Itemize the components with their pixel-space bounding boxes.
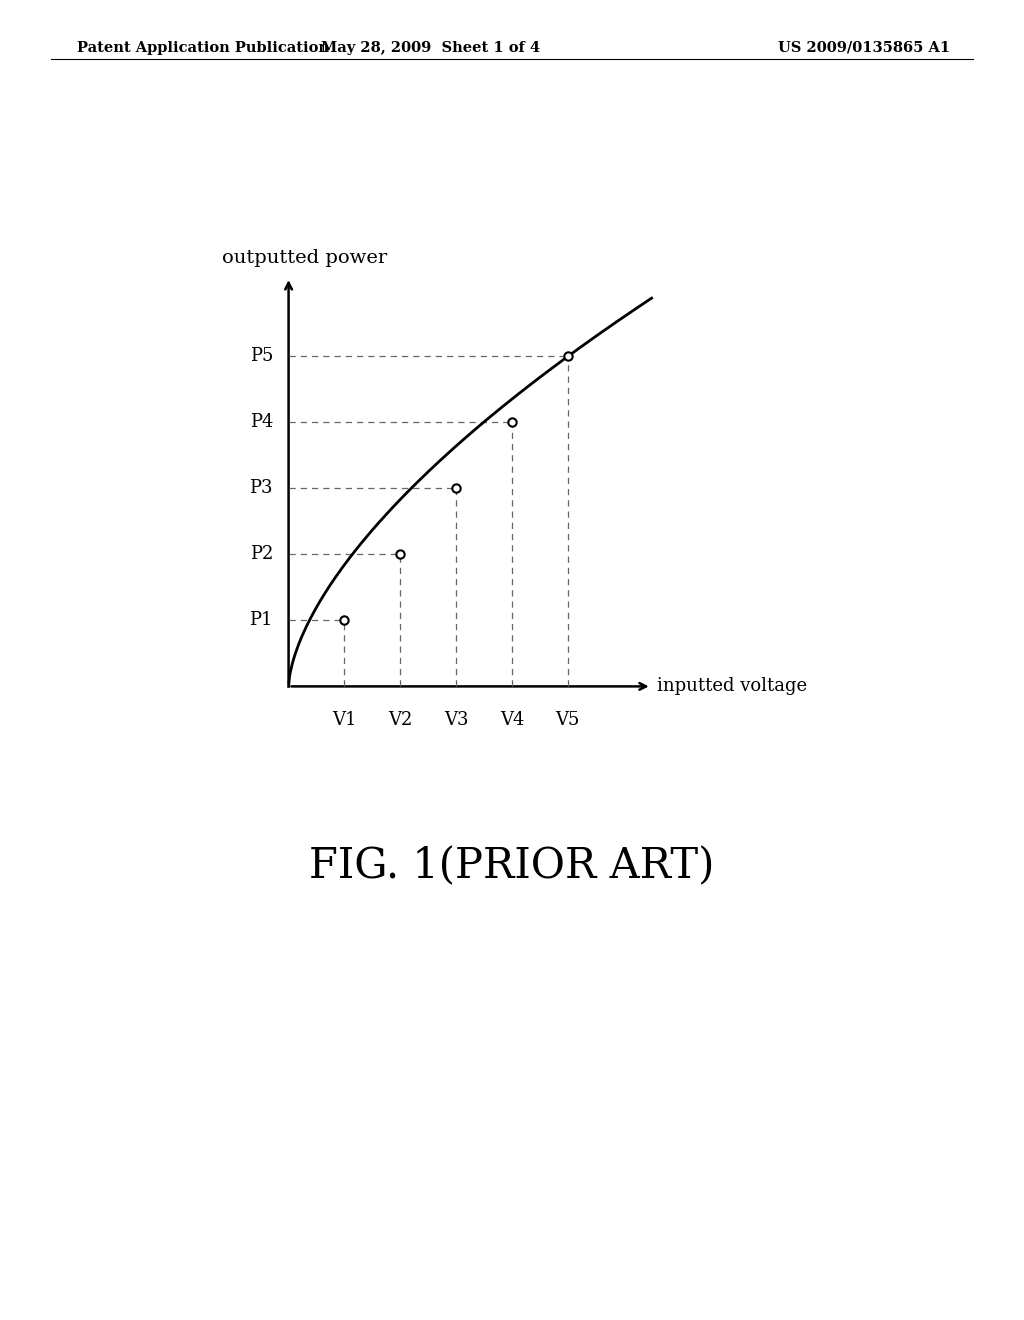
Text: V4: V4 — [500, 711, 524, 730]
Text: P5: P5 — [250, 347, 273, 366]
Text: May 28, 2009  Sheet 1 of 4: May 28, 2009 Sheet 1 of 4 — [321, 41, 540, 55]
Text: V3: V3 — [443, 711, 468, 730]
Text: P4: P4 — [250, 413, 273, 432]
Text: V2: V2 — [388, 711, 413, 730]
Text: V1: V1 — [332, 711, 356, 730]
Text: FIG. 1(PRIOR ART): FIG. 1(PRIOR ART) — [309, 845, 715, 887]
Text: inputted voltage: inputted voltage — [657, 677, 807, 696]
Text: P2: P2 — [250, 545, 273, 564]
Text: US 2009/0135865 A1: US 2009/0135865 A1 — [778, 41, 950, 55]
Text: V5: V5 — [556, 711, 580, 730]
Text: P1: P1 — [250, 611, 273, 630]
Text: Patent Application Publication: Patent Application Publication — [77, 41, 329, 55]
Text: P3: P3 — [250, 479, 273, 498]
Text: outputted power: outputted power — [221, 249, 387, 267]
